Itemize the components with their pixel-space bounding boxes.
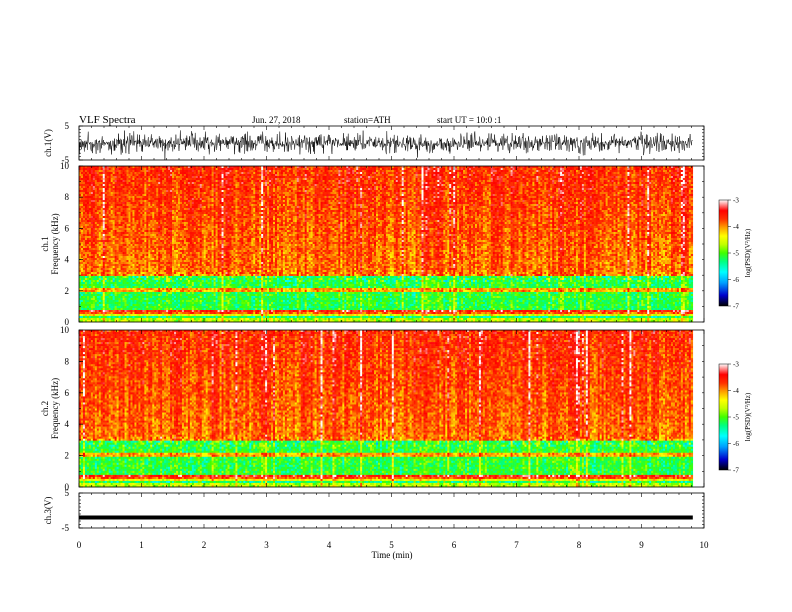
- ch3-ytick-label: -5: [62, 523, 70, 533]
- x-tick-label: 3: [264, 540, 269, 550]
- colorbar-tick-label: -7: [733, 467, 739, 475]
- x-tick-label: 10: [700, 540, 710, 550]
- colorbar-tick-label: -7: [733, 303, 739, 311]
- s1-panel-ytick-label: 2: [65, 286, 70, 296]
- ch1-colorbar: -3 -4 -5 -6 -7 log(PSD)(V²/Hz): [719, 197, 752, 311]
- s1-panel-ytick-label: 4: [65, 255, 70, 265]
- colorbar-tick-label: -4: [733, 387, 739, 395]
- ch3-waveform-panel: 5 -5 ch.3(V) 0 1 2 3 4 5 6 7 8 9 10: [43, 488, 709, 550]
- s2-panel-ytick-label: 8: [65, 356, 70, 366]
- x-tick-label: 0: [77, 540, 82, 550]
- x-tick-label: 4: [327, 540, 332, 550]
- x-tick-label: 1: [139, 540, 144, 550]
- colorbar-tick-label: -4: [733, 223, 739, 231]
- colorbar-label: log(PSD)(V²/Hz): [744, 392, 752, 441]
- colorbar-gradient: [719, 364, 728, 470]
- x-axis-label: Time (min): [372, 550, 413, 560]
- x-tick-label: 2: [202, 540, 207, 550]
- x-tick-label: 7: [514, 540, 519, 550]
- ch1-waveform-trace: [79, 130, 693, 160]
- s2-panel-ytick-label: 4: [65, 419, 70, 429]
- figure-title: VLF Spectra: [79, 114, 136, 126]
- s2-panel-ytick-label: 6: [65, 388, 70, 398]
- station-label: station=ATH: [344, 115, 391, 125]
- ch3-frame: [79, 493, 704, 528]
- s1-panel-ylabel: ch.1Frequency (kHz): [40, 213, 60, 274]
- colorbar-gradient: [719, 200, 728, 306]
- ch1-waveform-panel: 5-5ch.1(V): [43, 121, 704, 165]
- x-tick-label: 8: [577, 540, 582, 550]
- spectrogram-cells: [79, 166, 693, 322]
- ch3-waveform-trace: [79, 516, 693, 520]
- ch3-ytick-label: 5: [65, 488, 70, 498]
- ch3-ylabel: ch.3(V): [43, 497, 53, 525]
- spectrogram-cells: [79, 330, 693, 487]
- x-tick-label: 6: [452, 540, 457, 550]
- x-tick-label: 9: [639, 540, 644, 550]
- start-time-label: start UT = 10:0 :1: [437, 115, 501, 125]
- x-tick-label: 5: [389, 540, 394, 550]
- colorbar-label: log(PSD)(V²/Hz): [744, 228, 752, 277]
- s2-panel-ylabel: ch.2Frequency (kHz): [40, 378, 60, 439]
- s2-panel-ytick-label: 10: [60, 325, 70, 335]
- colorbar-tick-label: -6: [733, 440, 739, 448]
- ch1-ylabel: ch.1(V): [43, 129, 53, 157]
- colorbar-tick-label: -3: [733, 197, 739, 205]
- colorbar-tick-label: -6: [733, 276, 739, 284]
- s1-panel-ytick-label: 6: [65, 223, 70, 233]
- date-label: Jun. 27, 2018: [252, 115, 301, 125]
- s2-panel-ytick-label: 2: [65, 451, 70, 461]
- s1-panel-ytick-label: 8: [65, 192, 70, 202]
- ch2-colorbar: -3 -4 -5 -6 -7 log(PSD)(V²/Hz): [719, 361, 752, 475]
- ch1-ytick-label: 5: [65, 121, 70, 131]
- colorbar-tick-label: -3: [733, 361, 739, 369]
- colorbar-tick-label: -5: [733, 414, 739, 422]
- colorbar-tick-label: -5: [733, 250, 739, 258]
- s1-panel-ytick-label: 10: [60, 161, 70, 171]
